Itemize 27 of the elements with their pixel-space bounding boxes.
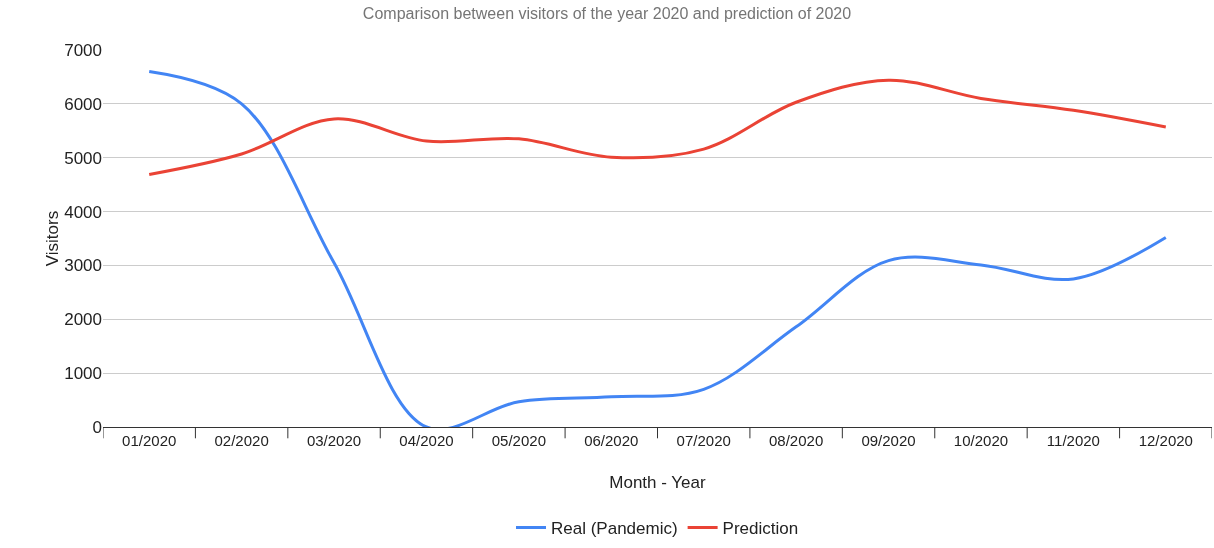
x-axis-title: Month - Year xyxy=(609,473,707,492)
x-tick-label: 04/2020 xyxy=(399,432,454,449)
y-axis-title: Visitors xyxy=(43,210,63,267)
y-tick-label: 5000 xyxy=(64,148,102,168)
x-tick-label: 06/2020 xyxy=(584,432,639,449)
y-tick-label: 6000 xyxy=(64,94,102,114)
x-tick-label: 02/2020 xyxy=(214,432,269,449)
x-tick-label: 08/2020 xyxy=(769,432,824,449)
x-tick-label: 01/2020 xyxy=(122,432,177,449)
y-tick-label: 2000 xyxy=(64,310,102,330)
y-tick-label: 0 xyxy=(92,417,102,437)
y-tick-label: 7000 xyxy=(64,40,102,60)
line-series xyxy=(147,78,1168,176)
x-tick-label: 09/2020 xyxy=(861,432,916,449)
x-tick-label: 05/2020 xyxy=(491,432,546,449)
chart-title: Comparison between visitors of the year 2020 and prediction of 2020 xyxy=(362,5,852,23)
x-tick-label: 10/2020 xyxy=(953,432,1009,449)
line-series xyxy=(147,70,1168,427)
y-tick-label: 3000 xyxy=(64,256,102,276)
y-tick-label: 1000 xyxy=(64,364,102,384)
x-tick-label: 07/2020 xyxy=(676,432,731,449)
x-tick-label: 11/2020 xyxy=(1046,432,1100,449)
y-tick-label: 4000 xyxy=(64,202,102,222)
x-tick-label: 03/2020 xyxy=(306,432,362,449)
x-tick-label: 12/2020 xyxy=(1138,432,1193,449)
legend-label: Prediction xyxy=(722,519,799,539)
legend-label: Real (Pandemic) xyxy=(551,519,678,539)
